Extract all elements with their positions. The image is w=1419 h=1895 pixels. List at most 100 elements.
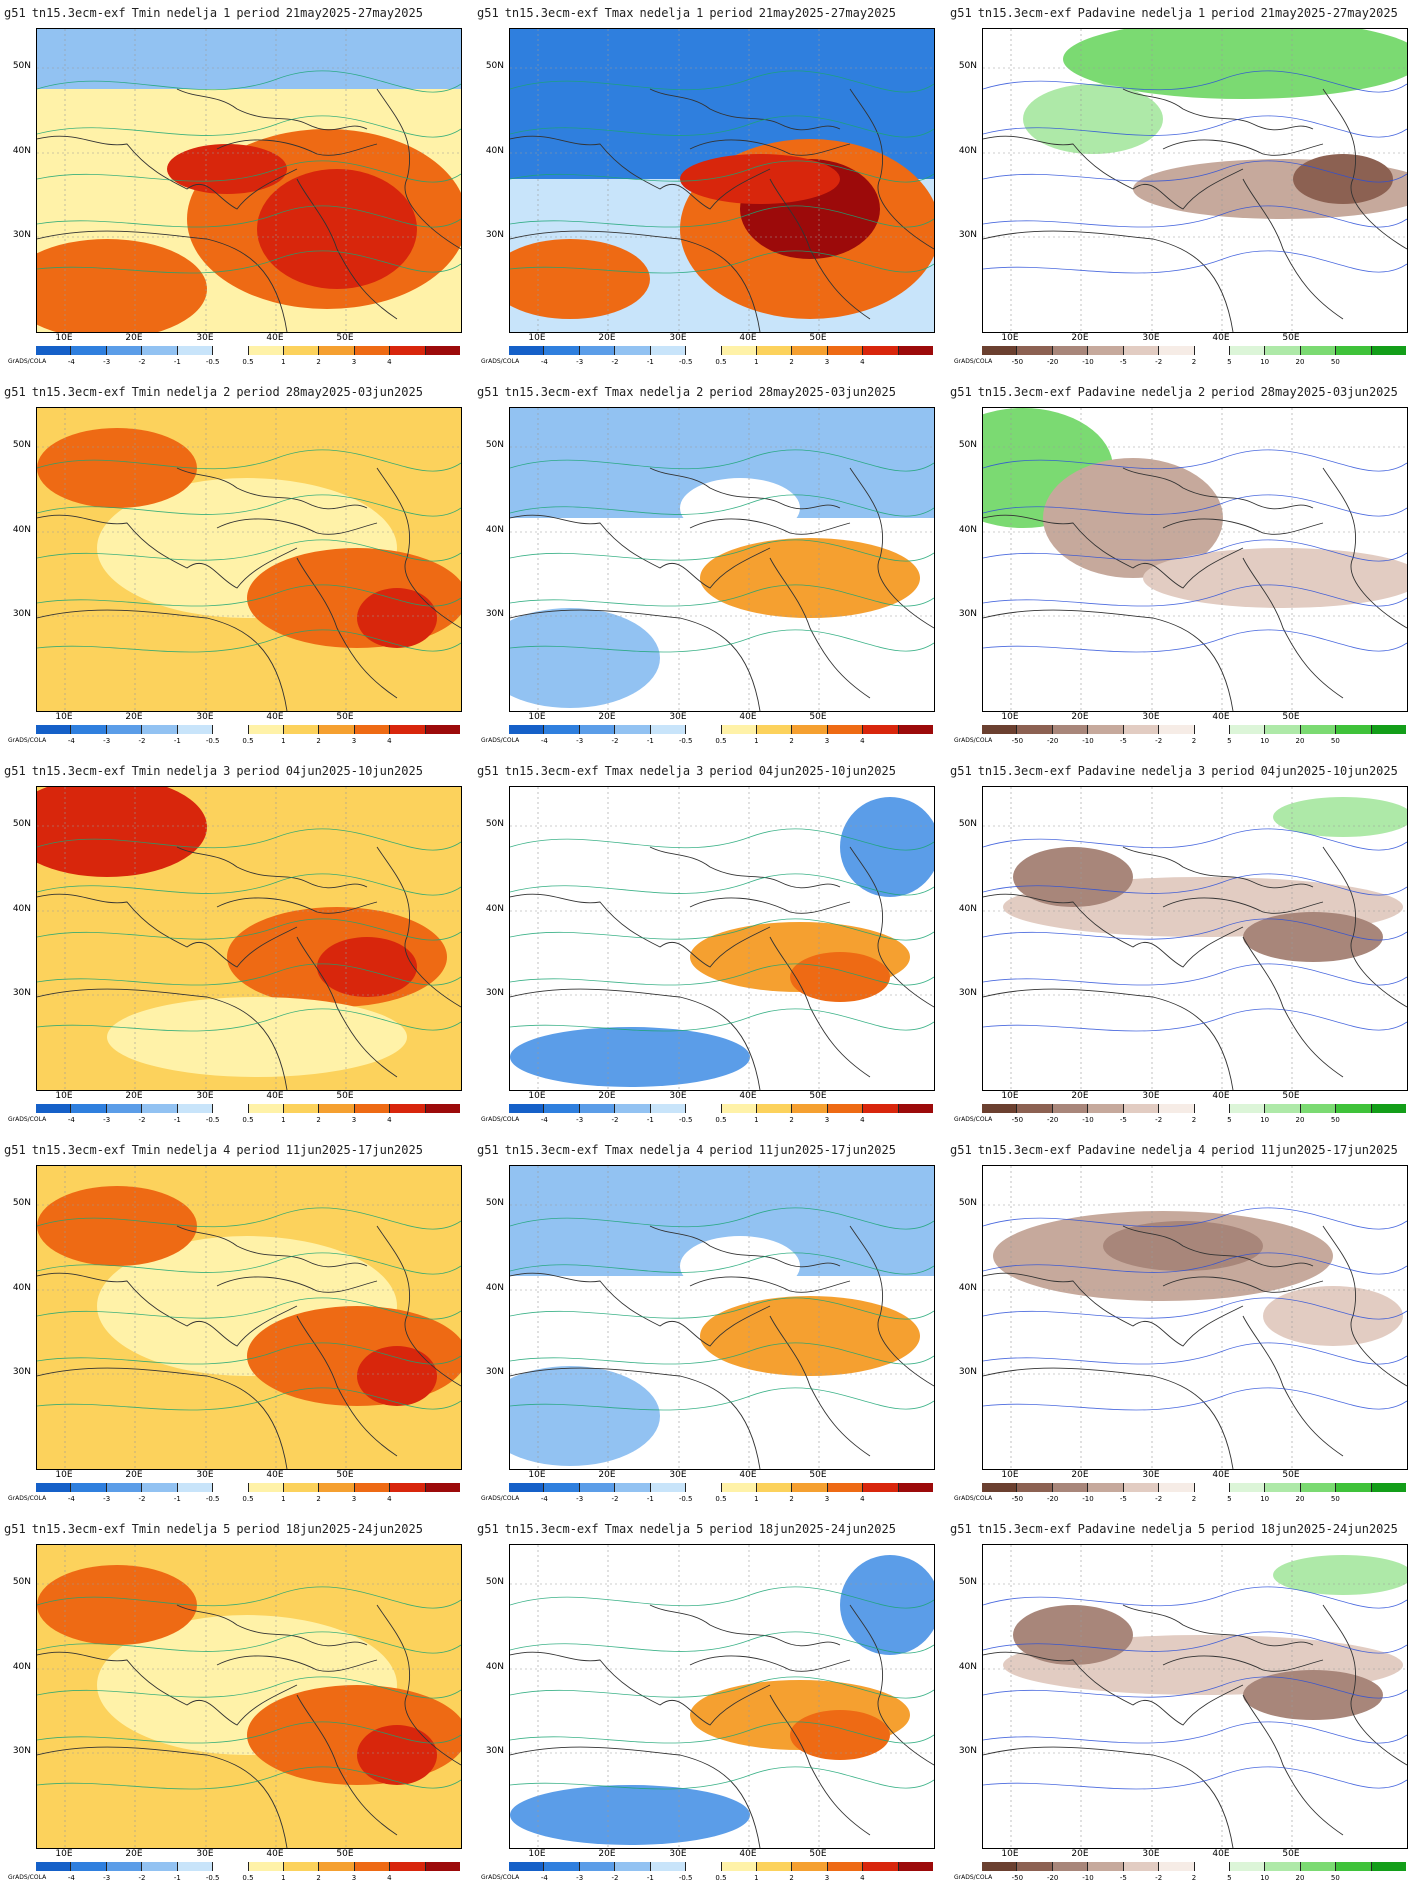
colorbar-swatch — [756, 1862, 793, 1871]
anomaly-shading — [1243, 912, 1383, 962]
coastline — [649, 846, 841, 889]
coastline — [689, 1276, 851, 1293]
colorbar-swatch — [1194, 725, 1230, 734]
period-word: period — [1211, 385, 1255, 399]
coastline — [849, 1604, 934, 1766]
latitude-label: 40N — [958, 525, 977, 535]
colorbar-swatch — [1088, 1104, 1124, 1113]
colorbar-swatch — [177, 725, 214, 734]
colorbar-tick-label: 1 — [281, 1874, 286, 1882]
colorbar-tick-label: 5 — [1227, 1495, 1232, 1503]
colorbar-swatch — [792, 1862, 828, 1871]
anomaly-shading — [700, 538, 920, 618]
period-word: period — [1211, 1143, 1255, 1157]
colorbar-tick-label: 2 — [316, 1495, 321, 1503]
colorbar-swatch — [283, 1104, 320, 1113]
coastline — [1162, 897, 1324, 914]
colorbar-swatch — [36, 1483, 72, 1492]
grads-credit: GrADS/COLA — [8, 1116, 47, 1123]
period-range: 28may2025-03jun2025 — [758, 385, 896, 399]
colorbar-swatch — [509, 346, 545, 355]
longitude-label: 30E — [1142, 333, 1160, 343]
coastline — [1322, 88, 1407, 250]
colorbar-swatch — [1017, 1483, 1053, 1492]
longitude-label: 50E — [809, 712, 827, 722]
longitude-label: 50E — [336, 1849, 354, 1859]
model-label: g51 — [4, 6, 26, 20]
latitude-label: 40N — [958, 1662, 977, 1672]
contour-line — [37, 1387, 461, 1411]
colorbar-tick-label: 50 — [1330, 737, 1340, 745]
colorbar-swatch — [686, 1862, 722, 1871]
anomaly-shading — [107, 997, 407, 1077]
grads-credit: GrADS/COLA — [954, 737, 993, 744]
colorbar — [982, 1483, 1407, 1492]
week-word: nedelja — [166, 1143, 218, 1157]
colorbar-tick-label: 1 — [281, 1495, 286, 1503]
panel-title: g51 tn15.3ecm-exf Tmax nedelja 4 period 11jun2… — [477, 1143, 945, 1157]
colorbar-tick-label: 3 — [351, 1874, 357, 1882]
longitude-label: 20E — [125, 333, 143, 343]
coastline — [1322, 846, 1407, 1008]
contour-line — [510, 963, 934, 986]
colorbar-tick-label: 0.5 — [715, 1116, 727, 1124]
colorbar-swatch — [390, 1104, 426, 1113]
model-label: g51 — [477, 6, 499, 20]
longitude-label: 40E — [739, 1470, 757, 1480]
colorbar-swatch — [1265, 1862, 1301, 1871]
coastline — [769, 178, 871, 320]
colorbar-tick-label: 10 — [1260, 737, 1270, 745]
colorbar-swatch — [319, 1483, 355, 1492]
longitude-label: 20E — [125, 1470, 143, 1480]
week-word: nedelja — [1141, 764, 1192, 778]
variable-label: Tmin — [131, 1143, 161, 1157]
latitude-label: 40N — [958, 904, 977, 914]
coastline — [1322, 1604, 1407, 1766]
longitude-label: 40E — [739, 712, 757, 722]
period-word: period — [1211, 764, 1255, 778]
colorbar-tick-label: 3 — [824, 737, 830, 745]
contour-line — [983, 115, 1407, 138]
colorbar-swatch — [1371, 1483, 1407, 1492]
longitude-label: 10E — [55, 1470, 73, 1480]
colorbar-swatch — [1017, 725, 1053, 734]
anomaly-shading — [1023, 84, 1163, 154]
colorbar-swatch — [1336, 1483, 1372, 1492]
colorbar-tick-label: -5 — [1119, 1495, 1127, 1503]
coastline — [510, 1367, 761, 1469]
period-range: 21may2025-27may2025 — [1260, 6, 1398, 20]
grads-credit: GrADS/COLA — [8, 1874, 47, 1881]
latitude-label: 30N — [958, 988, 977, 998]
colorbar-swatch — [579, 1104, 616, 1113]
colorbar-swatch — [686, 1104, 722, 1113]
colorbar-swatch — [106, 1483, 143, 1492]
panel-title: g51 tn15.3ecm-exf Tmax nedelja 5 period 18jun2… — [477, 1522, 945, 1536]
longitude-label: 40E — [1212, 333, 1230, 343]
latitude-label: 40N — [12, 146, 31, 156]
coastline — [37, 893, 298, 968]
colorbar-tick-label: 2 — [1191, 1495, 1197, 1503]
colorbar-swatch — [1194, 1483, 1230, 1492]
latitude-label: 50N — [485, 1577, 504, 1587]
latitude-label: 50N — [958, 440, 977, 450]
colorbar-swatch — [982, 346, 1018, 355]
colorbar-tick-label: 20 — [1295, 1116, 1305, 1124]
coastline — [216, 897, 378, 914]
anomaly-shading — [700, 1296, 920, 1376]
grads-credit: GrADS/COLA — [481, 737, 520, 744]
colorbar-tick-label: -0.5 — [678, 1495, 693, 1503]
colorbar-tick-label: -1 — [646, 1116, 654, 1124]
colorbar — [982, 725, 1407, 734]
colorbar-tick-label: 1 — [754, 1495, 759, 1503]
contour-line — [983, 1297, 1407, 1320]
panel-title: g51 tn15.3ecm-exf Tmax nedelja 3 period 04jun2… — [477, 764, 945, 778]
grads-credit: GrADS/COLA — [8, 737, 47, 744]
coastline — [376, 88, 461, 250]
colorbar-tick-label: 50 — [1330, 1116, 1340, 1124]
colorbar-swatch — [1194, 346, 1230, 355]
panel-title: g51 tn15.3ecm-exf Padavine nedelja 5 period 18… — [950, 1522, 1418, 1536]
colorbar-tick-label: 0.5 — [715, 1495, 727, 1503]
map-panel-tmin-week-1: g51 tn15.3ecm-exf Tmin nedelja 1 period 21may2… — [0, 0, 473, 379]
colorbar-tick-label: -10 — [1082, 737, 1094, 745]
contour-line — [983, 1721, 1407, 1744]
